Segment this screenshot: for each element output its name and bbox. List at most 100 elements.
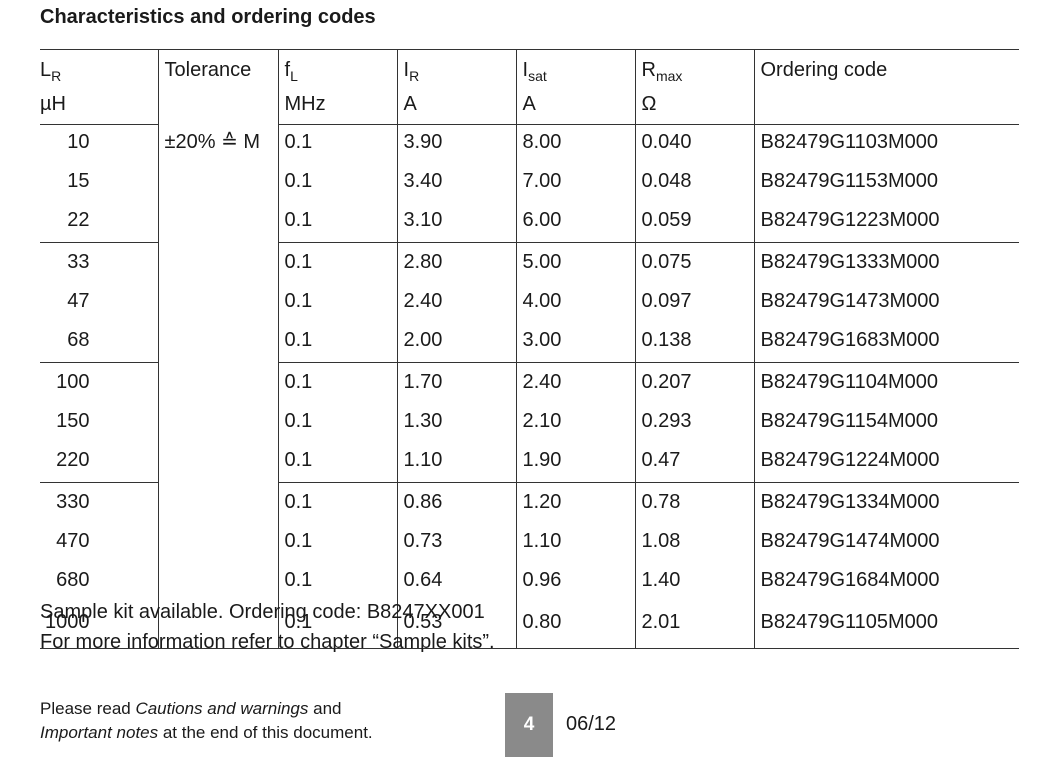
cell-saturation-current: 1.90 [515, 443, 635, 483]
cell-saturation-current: 0.80 [515, 602, 635, 649]
cell-saturation-current: 6.00 [515, 203, 635, 243]
cell-tolerance [157, 524, 278, 563]
unit-tolerance [157, 92, 278, 125]
header-row: LR Tolerance fL IR Isat Rmax Ordering co… [40, 49, 1019, 92]
cell-max-resistance: 1.08 [634, 524, 754, 563]
cell-inductance: 680 [56, 569, 90, 591]
cell-ordering-code: B82479G1333M000 [753, 242, 1019, 284]
header-fl: fL [277, 49, 397, 92]
table-row: 22 0.1 3.10 6.00 0.059 B82479G1223M000 [40, 203, 1019, 243]
table-row: 47 0.1 2.40 4.00 0.097 B82479G1473M000 [40, 284, 1019, 323]
unit-fl: MHz [277, 92, 397, 125]
cell-saturation-current: 1.10 [515, 524, 635, 563]
cell-tolerance [157, 242, 278, 284]
cell-max-resistance: 0.059 [634, 203, 754, 243]
cell-inductance: 100 [40, 362, 158, 404]
cell-inductance: 1000 [40, 602, 158, 649]
footer-line-2: Important notes at the end of this docum… [40, 723, 373, 742]
cell-max-resistance: 1.40 [634, 563, 754, 602]
cell-inductance: 15 [67, 170, 90, 192]
cell-tolerance [157, 563, 278, 602]
cell-inductance: 22 [67, 209, 90, 231]
cell-saturation-current: 8.00 [515, 124, 635, 164]
cell-frequency: 0.1 [277, 203, 397, 243]
sample-kit-notes: Sample kit available. Ordering code: B82… [40, 597, 495, 657]
cell-saturation-current: 2.10 [515, 404, 635, 443]
cell-tolerance [157, 602, 278, 649]
cell-rated-current: 1.10 [396, 443, 516, 483]
cell-frequency: 0.1 [277, 482, 397, 524]
cell-frequency: 0.1 [277, 602, 397, 649]
cell-rated-current: 0.53 [396, 602, 516, 649]
cell-inductance: 10 [67, 131, 90, 153]
cell-saturation-current: 7.00 [515, 164, 635, 203]
cell-frequency: 0.1 [277, 362, 397, 404]
note-line-1: Sample kit available. Ordering code: B82… [40, 601, 485, 623]
cell-tolerance [157, 362, 278, 404]
table-row: 470 0.1 0.73 1.10 1.08 B82479G1474M000 [40, 524, 1019, 563]
cell-max-resistance: 0.78 [634, 482, 754, 524]
cell-frequency: 0.1 [277, 323, 397, 363]
footer-line-1: Please read Cautions and warnings and [40, 699, 342, 718]
cell-max-resistance: 0.47 [634, 443, 754, 483]
cell-saturation-current: 3.00 [515, 323, 635, 363]
cell-ordering-code: B82479G1473M000 [753, 284, 1019, 323]
cell-frequency: 0.1 [277, 284, 397, 323]
cell-rated-current: 3.40 [396, 164, 516, 203]
cell-inductance: 47 [67, 290, 90, 312]
header-rmax: Rmax [634, 49, 754, 92]
table-row: 33 0.1 2.80 5.00 0.075 B82479G1333M000 [40, 242, 1019, 284]
cell-inductance: 68 [67, 329, 90, 351]
note-line-2: For more information refer to chapter “S… [40, 631, 495, 653]
cell-saturation-current: 5.00 [515, 242, 635, 284]
table-row: 68 0.1 2.00 3.00 0.138 B82479G1683M000 [40, 323, 1019, 363]
table-row: 150 0.1 1.30 2.10 0.293 B82479G1154M000 [40, 404, 1019, 443]
cell-frequency: 0.1 [277, 404, 397, 443]
header-tolerance: Tolerance [157, 49, 278, 92]
cell-rated-current: 3.10 [396, 203, 516, 243]
document-date: 06/12 [566, 713, 617, 735]
cell-tolerance: ±20% ≙ M [157, 124, 278, 164]
table-row: 330 0.1 0.86 1.20 0.78 B82479G1334M000 [40, 482, 1019, 524]
cell-saturation-current: 1.20 [515, 482, 635, 524]
table-row: 680 0.1 0.64 0.96 1.40 B82479G1684M000 [40, 563, 1019, 602]
cell-inductance: 150 [56, 410, 90, 432]
section-title: Characteristics and ordering codes [40, 6, 376, 28]
cell-rated-current: 3.90 [396, 124, 516, 164]
cell-ordering-code: B82479G1683M000 [753, 323, 1019, 363]
cell-max-resistance: 0.138 [634, 323, 754, 363]
cell-frequency: 0.1 [277, 443, 397, 483]
cell-ordering-code: B82479G1684M000 [753, 563, 1019, 602]
cell-saturation-current: 4.00 [515, 284, 635, 323]
cell-tolerance [157, 284, 278, 323]
cell-max-resistance: 0.097 [634, 284, 754, 323]
cell-saturation-current: 2.40 [515, 362, 635, 404]
cell-tolerance [157, 443, 278, 483]
cell-ordering-code: B82479G1334M000 [753, 482, 1019, 524]
cell-rated-current: 1.70 [396, 362, 516, 404]
cell-ordering-code: B82479G1223M000 [753, 203, 1019, 243]
footer-notice: Please read Cautions and warnings and Im… [40, 697, 373, 745]
cell-rated-current: 1.30 [396, 404, 516, 443]
cell-frequency: 0.1 [277, 563, 397, 602]
cell-tolerance [157, 164, 278, 203]
cell-rated-current: 0.86 [396, 482, 516, 524]
page-number-badge: 4 [505, 693, 553, 757]
table-row: 1000 0.1 0.53 0.80 2.01 B82479G1105M000 [40, 602, 1019, 649]
cell-rated-current: 0.73 [396, 524, 516, 563]
cell-inductance: 470 [56, 530, 90, 552]
unit-lr: µH [40, 92, 158, 125]
cell-max-resistance: 2.01 [634, 602, 754, 649]
cell-max-resistance: 0.293 [634, 404, 754, 443]
unit-ordering [753, 92, 1019, 125]
header-ir: IR [396, 49, 516, 92]
cell-tolerance [157, 482, 278, 524]
header-ordering-code: Ordering code [753, 49, 1019, 92]
cell-saturation-current: 0.96 [515, 563, 635, 602]
cell-ordering-code: B82479G1474M000 [753, 524, 1019, 563]
unit-ir: A [396, 92, 516, 125]
characteristics-table: LR Tolerance fL IR Isat Rmax Ordering co… [40, 49, 1019, 649]
cell-rated-current: 0.64 [396, 563, 516, 602]
cell-tolerance [157, 404, 278, 443]
table-row: 220 0.1 1.10 1.90 0.47 B82479G1224M000 [40, 443, 1019, 483]
